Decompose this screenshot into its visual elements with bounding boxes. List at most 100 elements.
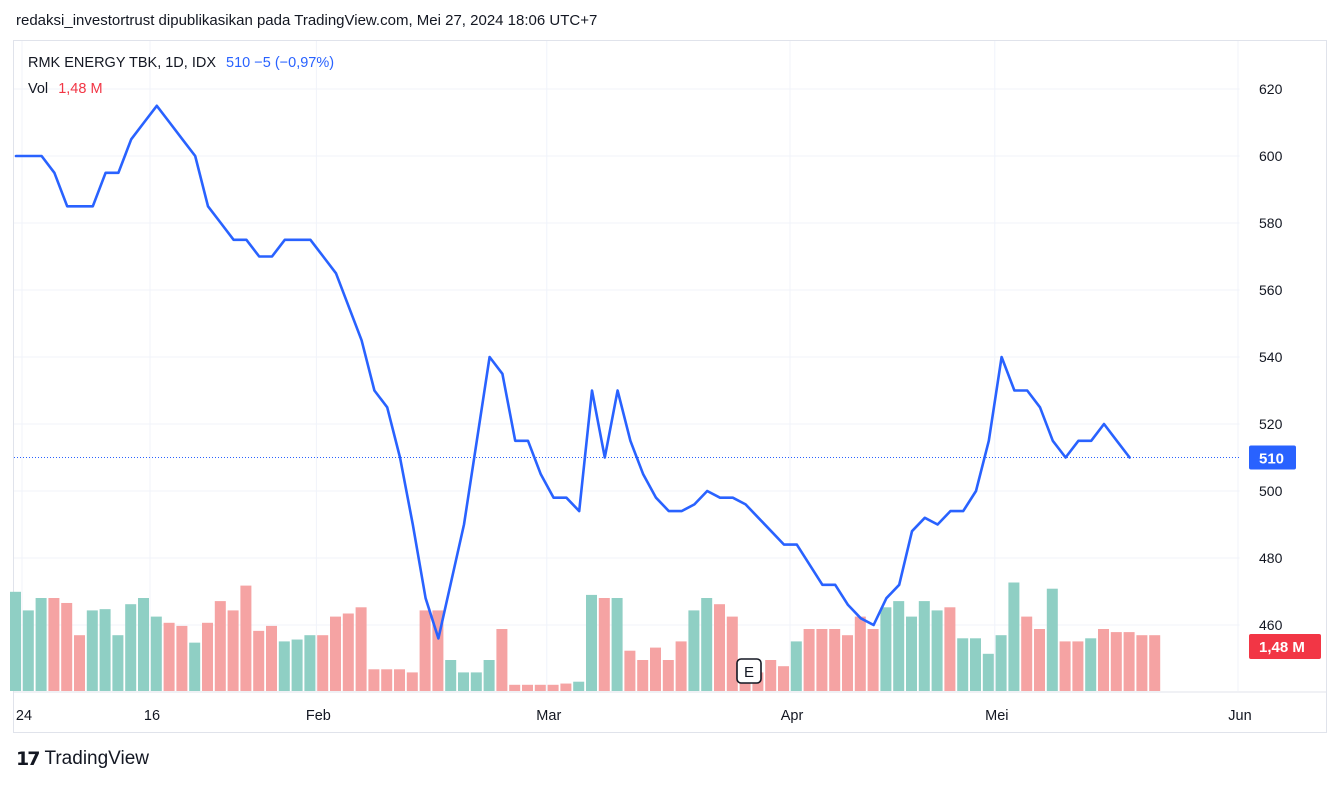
symbol-legend[interactable]: RMK ENERGY TBK, 1D, IDX 510 −5 (−0,97%) — [28, 55, 334, 71]
volume-bar — [880, 607, 892, 691]
volume-bar — [560, 683, 572, 691]
price-axis[interactable]: 460 480 500 520 540 560 580 600 620 — [1259, 81, 1283, 633]
volume-bar — [957, 638, 969, 691]
y-tick-label: 540 — [1259, 349, 1283, 365]
volume-bar — [112, 635, 124, 691]
volume-bar — [278, 641, 290, 691]
volume-bar — [867, 629, 879, 691]
volume-bar — [586, 594, 597, 691]
volume-bar — [1149, 635, 1161, 691]
tradingview-logo-icon: 17 — [16, 748, 40, 770]
volume-bar — [778, 666, 789, 691]
earnings-marker-label: E — [744, 664, 754, 681]
volume-bar — [547, 684, 559, 691]
y-tick-label: 560 — [1259, 282, 1283, 298]
volume-bar — [650, 647, 661, 691]
volume-bar — [189, 642, 201, 691]
volume-bar — [662, 660, 674, 691]
volume-bar — [394, 669, 405, 691]
price-change: 510 −5 (−0,97%) — [226, 55, 335, 71]
volume-bar — [330, 616, 341, 691]
volume-bar — [355, 607, 367, 691]
time-axis[interactable]: 24 16 Feb Mar Apr Mei Jun — [16, 708, 1252, 724]
volume-bar — [22, 610, 34, 691]
volume-bar — [304, 635, 316, 691]
volume-bar — [35, 598, 47, 691]
volume-bar — [214, 601, 226, 691]
volume-bar — [99, 609, 111, 691]
volume-badge — [1249, 634, 1321, 659]
volume-value: 1,48 M — [58, 81, 103, 97]
volume-bar — [150, 616, 162, 691]
price-badge — [1249, 445, 1296, 470]
volume-bar — [624, 650, 636, 691]
volume-bars — [10, 582, 1161, 691]
volume-bar — [995, 635, 1007, 691]
volume-bar — [944, 607, 956, 691]
y-tick-label: 580 — [1259, 215, 1283, 231]
x-tick-label: Mei — [985, 708, 1008, 724]
volume-bar — [381, 669, 393, 691]
volume-bar — [829, 629, 841, 691]
attribution-text: redaksi_investortrust dipublikasikan pad… — [16, 12, 598, 29]
volume-bar — [534, 684, 546, 691]
volume-bar — [266, 625, 277, 691]
volume-bar — [790, 641, 802, 691]
volume-bar — [765, 660, 777, 691]
volume-bar — [1034, 629, 1045, 691]
x-tick-label: 24 — [16, 708, 32, 724]
volume-bar — [918, 601, 930, 691]
volume-bar — [1059, 641, 1071, 691]
y-tick-label: 500 — [1259, 483, 1283, 499]
volume-bar — [522, 684, 533, 691]
symbol-name[interactable]: RMK ENERGY TBK, 1D, IDX — [28, 55, 217, 71]
volume-bar — [803, 629, 815, 691]
volume-bar — [470, 672, 482, 691]
chart-panel[interactable] — [13, 40, 1327, 733]
grid-lines — [14, 41, 1326, 693]
y-tick-label: 620 — [1259, 81, 1283, 97]
volume-bar — [419, 610, 431, 691]
price-badge-label: 510 — [1259, 451, 1284, 468]
volume-legend[interactable]: Vol 1,48 M — [28, 81, 103, 97]
volume-bar — [317, 635, 329, 691]
volume-bar — [611, 598, 623, 691]
volume-bar — [931, 610, 943, 691]
volume-bar — [1123, 632, 1135, 691]
volume-bar — [432, 610, 444, 691]
footer: 17 TradingView — [16, 748, 149, 770]
volume-bar — [598, 598, 610, 691]
volume-bar — [1110, 632, 1122, 691]
y-tick-label: 600 — [1259, 148, 1283, 164]
x-tick-label: Apr — [781, 708, 804, 724]
volume-bar — [253, 630, 265, 691]
volume-bar — [1021, 616, 1033, 691]
volume-bar — [138, 598, 149, 691]
volume-bar — [48, 598, 60, 691]
y-tick-label: 460 — [1259, 617, 1283, 633]
volume-bar — [291, 639, 303, 691]
volume-bar — [74, 635, 85, 691]
volume-bar — [10, 591, 21, 691]
earnings-marker-icon[interactable] — [736, 658, 762, 684]
volume-bar — [61, 602, 73, 691]
volume-bar — [854, 616, 866, 691]
volume-bar — [970, 638, 981, 691]
volume-bar — [726, 616, 738, 691]
volume-bar — [1008, 582, 1020, 691]
volume-bar — [893, 601, 905, 691]
volume-bar — [982, 653, 994, 691]
volume-bar — [342, 613, 354, 691]
volume-bar — [445, 660, 457, 691]
volume-bar — [1098, 629, 1109, 691]
volume-bar — [458, 672, 469, 691]
x-tick-label: 16 — [144, 708, 160, 724]
volume-bar — [816, 629, 828, 691]
volume-bar — [842, 635, 853, 691]
volume-bar — [701, 598, 713, 691]
volume-bar — [176, 625, 188, 691]
volume-bar — [573, 681, 585, 691]
x-tick-label: Feb — [306, 708, 331, 724]
volume-bar — [714, 604, 725, 691]
